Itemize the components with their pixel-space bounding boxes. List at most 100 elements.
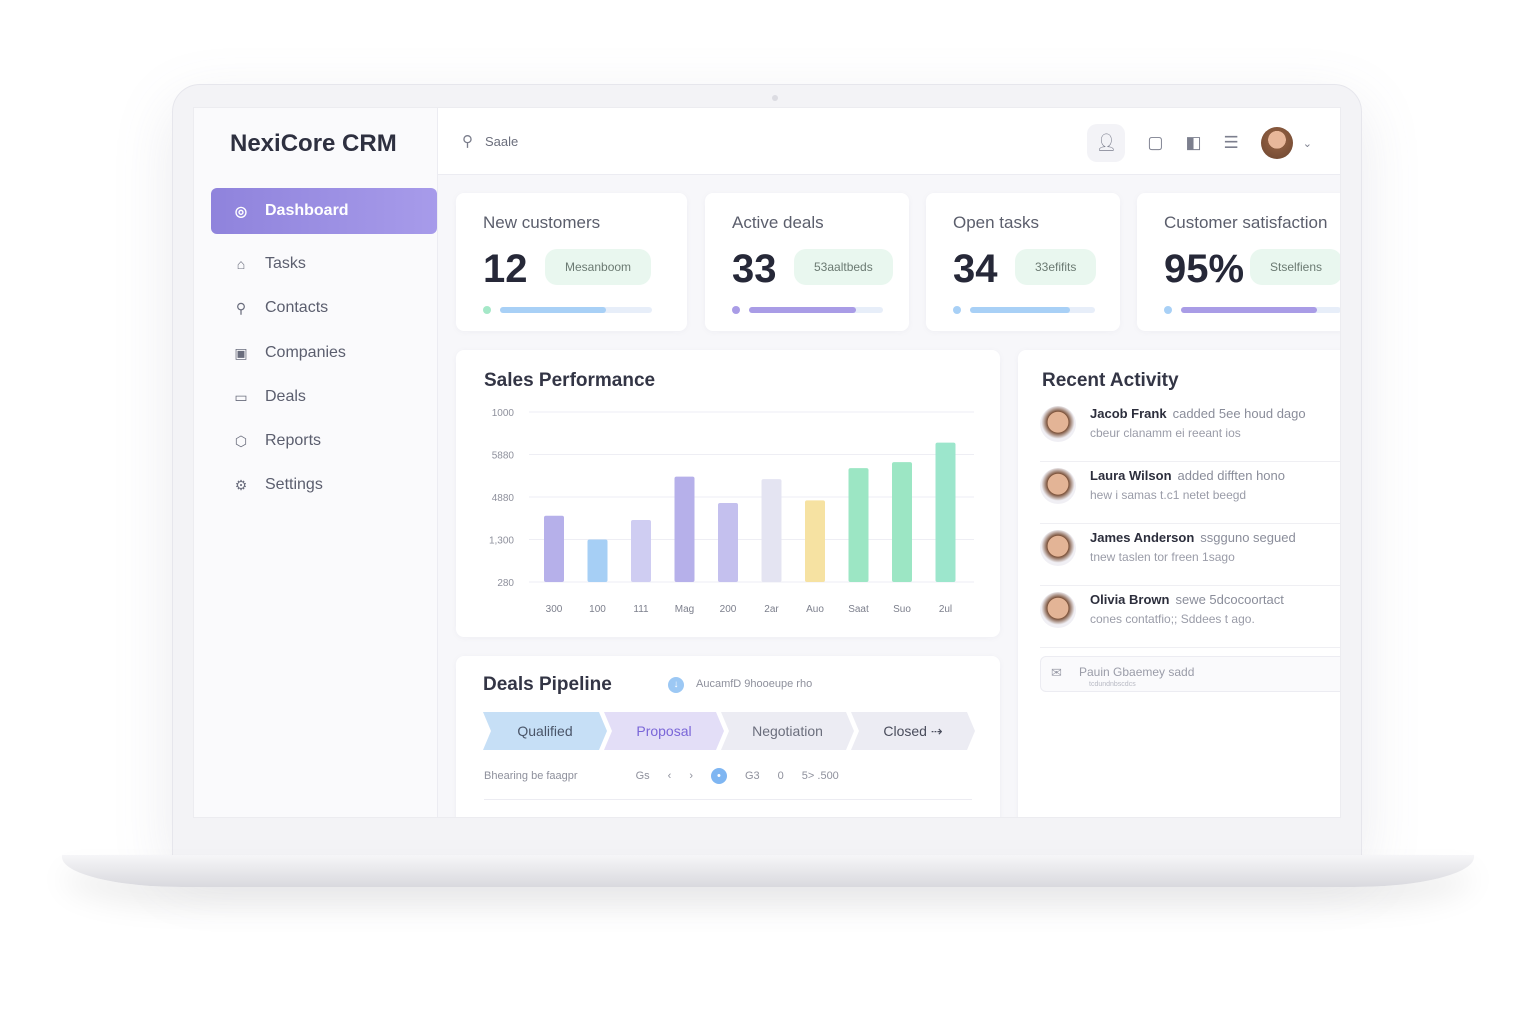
camera <box>772 95 778 101</box>
activity-item[interactable]: Jacob Frank cadded 5ee houd dago cbeur cla… <box>1040 400 1340 462</box>
activity-detail: hew i samas t.c1 netet beegd <box>1090 488 1247 502</box>
kpi-badge: Stselfiens <box>1250 249 1340 285</box>
activity-action: sewe 5dcocoortact <box>1175 592 1284 607</box>
video-icon[interactable]: ◧ <box>1185 133 1202 152</box>
kpi-title: New customers <box>483 213 601 232</box>
add-activity-label: Pauin Gbaemey sadd <box>1079 665 1195 679</box>
y-tick-label: 1000 <box>492 408 515 419</box>
y-tick-label: 4880 <box>492 493 515 504</box>
sidebar-item-label: Deals <box>265 387 306 405</box>
page-button[interactable]: ‹ <box>667 770 672 782</box>
page-button[interactable]: › <box>689 770 693 782</box>
x-tick-label: 2ul <box>939 604 952 615</box>
sidebar-item-label: Contacts <box>265 299 329 317</box>
kpi-badge: 53aaltbeds <box>794 249 893 285</box>
kpi-title: Customer satisfaction <box>1164 213 1328 232</box>
kpi-progress <box>749 307 883 313</box>
bar <box>718 502 738 582</box>
sidebar-item-label: Dashboard <box>265 202 349 219</box>
sidebar-item-tasks[interactable]: ⌂ Tasks <box>211 242 437 286</box>
page-button[interactable]: • <box>710 768 727 784</box>
sidebar-item-deals[interactable]: ▭ Deals <box>211 375 437 419</box>
kpi-dot <box>1164 306 1172 314</box>
sidebar: NexiCore CRM ◎ Dashboard ⌂ Tasks ⚲ Contacts… <box>194 108 438 817</box>
kpi-value: 95% <box>1164 247 1245 291</box>
x-tick-label: 100 <box>589 604 606 615</box>
menu-icon[interactable]: ☰ <box>1223 133 1239 152</box>
x-tick-label: Auo <box>806 604 824 615</box>
y-tick-label: 5880 <box>492 451 515 462</box>
bar <box>892 462 912 582</box>
kpi-dot <box>732 306 740 314</box>
activity-line: Jacob Frank cadded 5ee houd dago <box>1090 406 1306 421</box>
kpi-progress <box>500 307 652 313</box>
top-bar: ⚲ Saale 👤︎ ▢ ◧ ☰ ⌄ <box>438 108 1340 175</box>
gear-icon: ⚙ <box>234 477 248 494</box>
sidebar-item-label: Companies <box>265 343 346 361</box>
activity-item[interactable]: Olivia Brown sewe 5dcocoortact cones conta… <box>1040 586 1340 648</box>
bar <box>761 479 782 582</box>
y-tick-label: 280 <box>497 578 514 589</box>
x-tick-label: Mag <box>675 604 694 615</box>
add-activity-box[interactable]: ✉ Pauin Gbaemey sadd tcdundnbscdcs <box>1040 656 1340 692</box>
activity-item[interactable]: James Anderson ssgguno segued tnew taslen … <box>1040 524 1340 586</box>
activity-name: Olivia Brown <box>1090 592 1170 607</box>
kpi-progress-fill <box>749 307 857 313</box>
sales-performance-card: Sales Performance 1000 5880 4880 1,300 280 30… <box>456 350 1000 637</box>
search-input[interactable]: ⚲ Saale <box>462 132 518 150</box>
page-button[interactable]: Gs <box>635 770 650 782</box>
section-title: Deals Pipeline <box>483 674 612 695</box>
kpi-progress <box>970 307 1095 313</box>
kpi-progress-fill <box>970 307 1070 313</box>
sidebar-item-reports[interactable]: ⬡ Reports <box>211 419 437 463</box>
app-window: NexiCore CRM ◎ Dashboard ⌂ Tasks ⚲ Contacts… <box>193 107 1341 818</box>
bar <box>631 519 651 582</box>
page-button[interactable]: 5> .500 <box>801 770 839 782</box>
activity-action: cadded 5ee houd dago <box>1172 406 1306 421</box>
app-logo: NexiCore CRM <box>230 130 397 157</box>
sidebar-item-contacts[interactable]: ⚲ Contacts <box>211 286 437 330</box>
kpi-open-tasks: Open tasks 34 33efifits <box>926 193 1120 331</box>
search-icon: ⚲ <box>462 133 473 150</box>
pipeline-stage-proposal[interactable]: Proposal <box>604 712 724 750</box>
pipeline-stage-qualified[interactable]: Qualified <box>483 712 607 750</box>
bell-icon: ⌂ <box>236 256 246 272</box>
shield-icon: ⬡ <box>234 433 248 450</box>
bar <box>544 515 564 582</box>
add-activity-sub: tcdundnbscdcs <box>1089 681 1136 688</box>
pagination-label: Bhearing be faagpr <box>484 770 578 782</box>
page-button[interactable]: G3 <box>744 770 760 782</box>
activity-detail: cbeur clanamm ei reeant ios <box>1090 426 1241 440</box>
avatar[interactable] <box>1260 127 1293 159</box>
bar <box>848 468 869 582</box>
x-tick-label: Saat <box>848 604 869 615</box>
activity-name: James Anderson <box>1090 530 1195 545</box>
avatar <box>1040 468 1076 504</box>
deals-pipeline-card: Deals Pipeline ↓ AucamfD 9hooeupe rho Qu… <box>456 656 1000 817</box>
search-value: Saale <box>485 133 519 149</box>
avatar <box>1040 406 1076 442</box>
card-icon: ▭ <box>234 388 248 405</box>
kpi-title: Active deals <box>732 213 824 232</box>
x-tick-label: Suo <box>893 604 911 615</box>
activity-item[interactable]: Laura Wilson added difften hono hew i sama… <box>1040 462 1340 524</box>
sidebar-item-dashboard[interactable]: ◎ Dashboard <box>211 188 437 234</box>
avatar <box>1040 592 1076 628</box>
x-tick-label: 200 <box>720 604 737 615</box>
page-button[interactable]: 0 <box>777 770 784 782</box>
activity-action: added difften hono <box>1177 468 1285 483</box>
kpi-dot <box>483 306 491 314</box>
kpi-new-customers: New customers 12 Mesanboom <box>456 193 687 331</box>
chat-icon[interactable]: ▢ <box>1147 133 1164 152</box>
x-tick-label: 300 <box>546 604 563 615</box>
activity-name: Laura Wilson <box>1090 468 1172 483</box>
pipeline-stage-negotiation[interactable]: Negotiation <box>721 712 854 750</box>
user-icon[interactable]: 👤︎ <box>1087 124 1126 162</box>
pipeline-stage-closed[interactable]: Closed ⇢ <box>851 712 975 750</box>
sidebar-item-settings[interactable]: ⚙ Settings <box>211 463 437 507</box>
recent-activity-card: Recent Activity Jacob Frank cadded 5ee ho… <box>1018 350 1340 817</box>
chevron-down-icon[interactable]: ⌄ <box>1302 137 1312 150</box>
sidebar-item-companies[interactable]: ▣ Companies <box>211 331 437 375</box>
header-actions: 👤︎ ▢ ◧ ☰ ⌄ <box>1087 124 1312 162</box>
kpi-active-deals: Active deals 33 53aaltbeds <box>705 193 909 331</box>
